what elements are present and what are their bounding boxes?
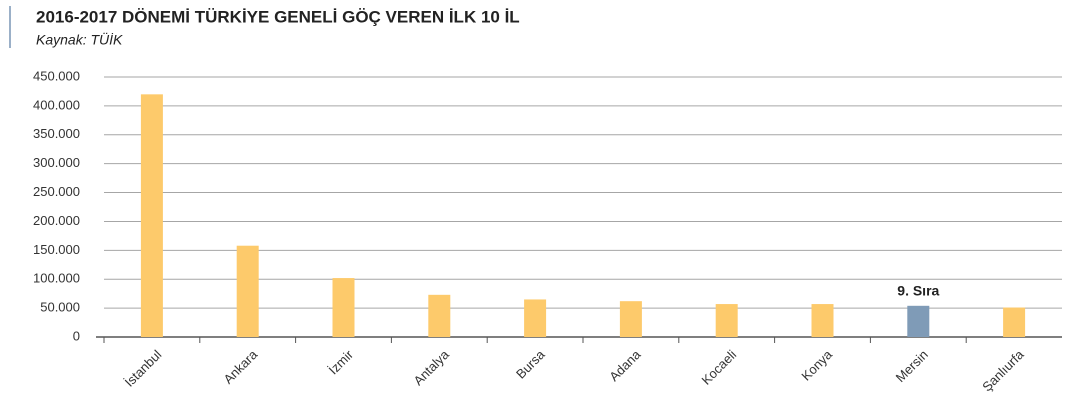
x-tick-label: İstanbul [122,347,165,390]
y-tick-label: 150.000 [33,242,80,257]
x-tick-label: İzmir [326,346,357,377]
bar [1003,307,1026,337]
x-tick-label: Ankara [221,346,261,386]
bar [715,304,738,337]
y-tick-label: 200.000 [33,213,80,228]
bar [140,94,163,337]
y-tick-label: 450.000 [33,68,80,83]
y-tick-label: 50.000 [40,300,80,315]
annotation: 9. Sıra [897,283,939,299]
x-tick-label: Antalya [411,346,453,388]
x-tick-label: Mersin [893,347,931,385]
y-tick-label: 0 [73,328,80,343]
chart-subtitle: Kaynak: TÜİK [36,31,123,48]
y-tick-label: 100.000 [33,271,80,286]
bar [332,278,355,337]
bar [811,304,834,337]
chart-title: 2016-2017 DÖNEMİ TÜRKİYE GENELİ GÖÇ VERE… [36,7,520,26]
y-tick-label: 250.000 [33,184,80,199]
x-tick-label: Konya [798,346,835,383]
bar [428,294,451,337]
bar [619,301,642,337]
bar [524,299,547,337]
bar [907,305,930,337]
x-tick-label: Bursa [513,346,548,381]
y-tick-label: 300.000 [33,155,80,170]
x-tick-label: Kocaeli [698,347,739,388]
y-tick-label: 400.000 [33,97,80,112]
x-tick-label: Şanlıurfa [979,346,1027,394]
x-tick-label: Adana [606,346,644,384]
y-tick-label: 350.000 [33,126,80,141]
bar [236,245,259,337]
